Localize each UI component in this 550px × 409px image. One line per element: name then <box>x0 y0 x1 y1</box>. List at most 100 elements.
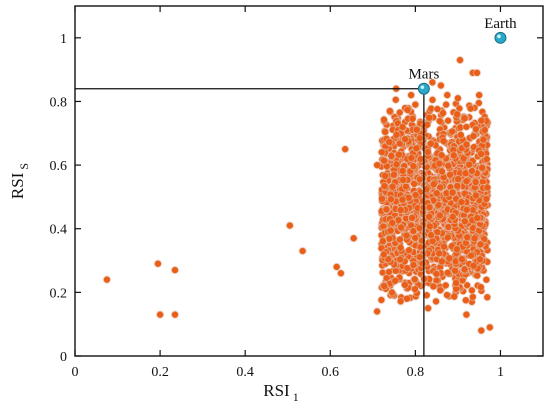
data-point <box>424 212 434 221</box>
data-point <box>482 194 491 204</box>
data-point <box>386 195 396 204</box>
data-point <box>462 310 471 319</box>
y-axis-title-sub: S <box>17 163 31 170</box>
data-point <box>382 205 391 214</box>
highlight-point-earth <box>494 31 507 44</box>
data-point <box>423 120 432 129</box>
data-point <box>378 236 388 246</box>
data-point <box>482 275 491 284</box>
y-tick-label: 0.4 <box>50 223 68 238</box>
data-point <box>456 130 466 140</box>
data-point <box>482 154 492 164</box>
data-point <box>410 179 419 189</box>
data-point <box>451 278 461 288</box>
data-point <box>388 182 397 191</box>
data-point <box>385 137 394 147</box>
y-axis-title: RSI S <box>8 163 31 199</box>
data-point <box>407 213 417 223</box>
data-point <box>379 250 388 259</box>
data-point <box>460 217 470 226</box>
data-point <box>387 288 397 297</box>
data-point <box>102 275 112 284</box>
data-point <box>409 260 418 270</box>
x-tick-label: 0.4 <box>236 365 254 380</box>
data-point <box>443 90 452 100</box>
data-point <box>461 169 470 178</box>
data-point <box>447 127 457 136</box>
data-point <box>462 177 471 186</box>
data-point <box>412 144 421 153</box>
data-point <box>460 265 469 274</box>
data-point <box>450 292 459 301</box>
data-point <box>425 203 434 212</box>
data-point <box>377 194 387 204</box>
data-point <box>402 231 411 240</box>
data-point <box>455 55 465 65</box>
data-point <box>385 234 394 243</box>
data-point <box>477 116 486 125</box>
data-point <box>464 160 474 169</box>
y-tick-label: 1 <box>60 32 67 47</box>
data-point <box>428 95 437 105</box>
data-point <box>410 275 420 284</box>
data-point <box>401 214 411 223</box>
x-tick-label: 0.8 <box>407 365 425 380</box>
data-point <box>349 234 358 243</box>
x-axis-title-main: RSI <box>263 381 290 400</box>
data-point <box>170 310 180 319</box>
data-point <box>457 255 467 264</box>
data-point <box>448 212 457 222</box>
data-point <box>437 151 446 160</box>
data-point <box>483 293 492 302</box>
data-point <box>463 233 472 242</box>
data-point <box>480 125 489 135</box>
data-point <box>398 122 407 132</box>
annotation-label-earth: Earth <box>484 16 517 32</box>
data-point <box>469 261 478 271</box>
x-axis-title: RSI 1 <box>263 381 298 404</box>
data-point <box>452 245 462 254</box>
data-point <box>483 183 492 192</box>
data-point <box>332 262 341 272</box>
annotation-label-mars: Mars <box>408 67 439 83</box>
data-point <box>476 240 485 249</box>
data-point <box>170 265 180 275</box>
data-point <box>471 177 480 187</box>
data-point <box>462 205 471 215</box>
data-point <box>433 104 442 114</box>
y-tick-label: 0 <box>60 350 67 365</box>
data-point <box>443 233 453 242</box>
data-point <box>431 297 441 306</box>
data-point <box>467 286 477 295</box>
data-point <box>388 218 397 228</box>
data-point <box>466 104 475 113</box>
data-point <box>476 282 486 292</box>
data-point <box>396 223 406 232</box>
data-point <box>442 188 451 198</box>
y-axis-title-main: RSI <box>8 172 27 199</box>
data-point <box>471 191 481 200</box>
data-point <box>428 78 437 87</box>
data-point <box>153 259 163 268</box>
data-point <box>449 151 458 160</box>
data-point <box>450 266 460 276</box>
data-point <box>468 292 478 302</box>
data-point <box>474 90 484 100</box>
data-point <box>417 236 427 245</box>
data-point <box>444 161 453 171</box>
data-point <box>410 284 419 294</box>
data-point <box>442 290 452 300</box>
data-point <box>392 160 401 169</box>
data-point <box>411 190 420 200</box>
y-tick-label: 0.8 <box>50 95 68 110</box>
x-tick-label: 0 <box>72 365 79 380</box>
annotations-layer: Earth Mars <box>408 16 517 95</box>
data-point <box>466 251 476 260</box>
data-point <box>462 140 471 149</box>
data-point <box>385 106 395 116</box>
x-tick-label: 0.2 <box>151 365 169 380</box>
data-point <box>429 180 438 189</box>
data-point <box>472 68 482 78</box>
x-tick-label: 1 <box>497 365 504 380</box>
